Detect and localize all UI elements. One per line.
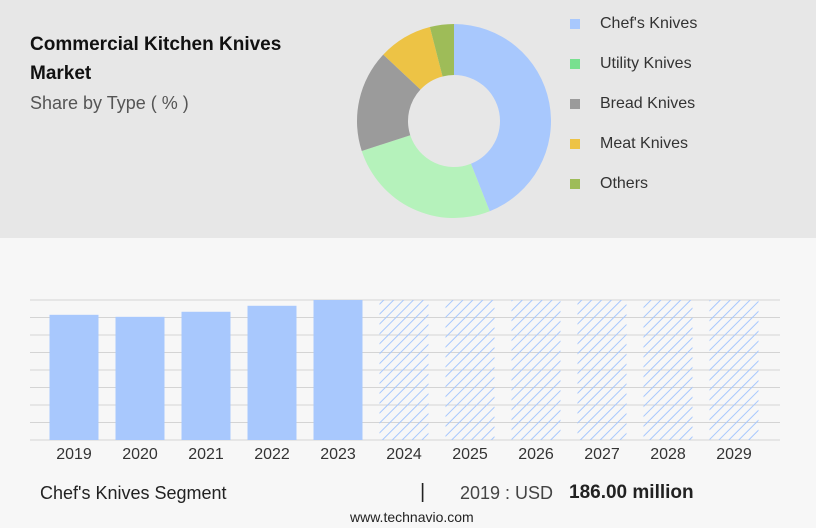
donut-slice [454, 24, 551, 212]
legend-swatch [570, 19, 580, 29]
legend-swatch [570, 59, 580, 69]
forecast-bar [709, 300, 759, 440]
value-label: 186.00 million [569, 482, 694, 503]
x-tick-label: 2026 [518, 446, 554, 463]
x-tick-label: 2021 [188, 446, 224, 463]
legend-swatch [570, 99, 580, 109]
donut-slice [383, 27, 443, 90]
x-tick-label: 2024 [386, 446, 422, 463]
legend-label: Bread Knives [600, 95, 695, 112]
x-tick-label: 2025 [452, 446, 488, 463]
legend-swatch [570, 179, 580, 189]
x-tick-label: 2027 [584, 446, 620, 463]
x-tick-label: 2029 [716, 446, 752, 463]
legend-label: Chef's Knives [600, 15, 697, 32]
x-tick-label: 2022 [254, 446, 290, 463]
legend-label: Utility Knives [600, 55, 692, 72]
forecast-bar [643, 300, 693, 440]
x-tick-label: 2020 [122, 446, 158, 463]
bar [115, 316, 165, 440]
segment-label: Chef's Knives Segment [40, 483, 227, 503]
x-tick-label: 2019 [56, 446, 92, 463]
bar [49, 314, 99, 440]
donut-slice [357, 54, 421, 151]
separator: | [420, 481, 426, 503]
forecast-bar [445, 300, 495, 440]
donut-slice [429, 24, 454, 77]
legend-label: Others [600, 175, 648, 192]
forecast-bar [511, 300, 561, 440]
x-tick-label: 2028 [650, 446, 686, 463]
forecast-bar [577, 300, 627, 440]
legend-label: Meat Knives [600, 135, 688, 152]
x-tick-label: 2023 [320, 446, 356, 463]
bar [247, 305, 297, 440]
bar [313, 300, 363, 440]
donut-slice [361, 135, 490, 218]
chart-title: Commercial Kitchen Knives Market [30, 34, 282, 84]
year-label: 2019 : USD [460, 483, 554, 503]
chart-subtitle: Share by Type ( % ) [30, 93, 189, 113]
source: www.technavio.com [350, 509, 474, 525]
legend-swatch [570, 139, 580, 149]
forecast-bar [379, 300, 429, 440]
bar [181, 311, 231, 440]
